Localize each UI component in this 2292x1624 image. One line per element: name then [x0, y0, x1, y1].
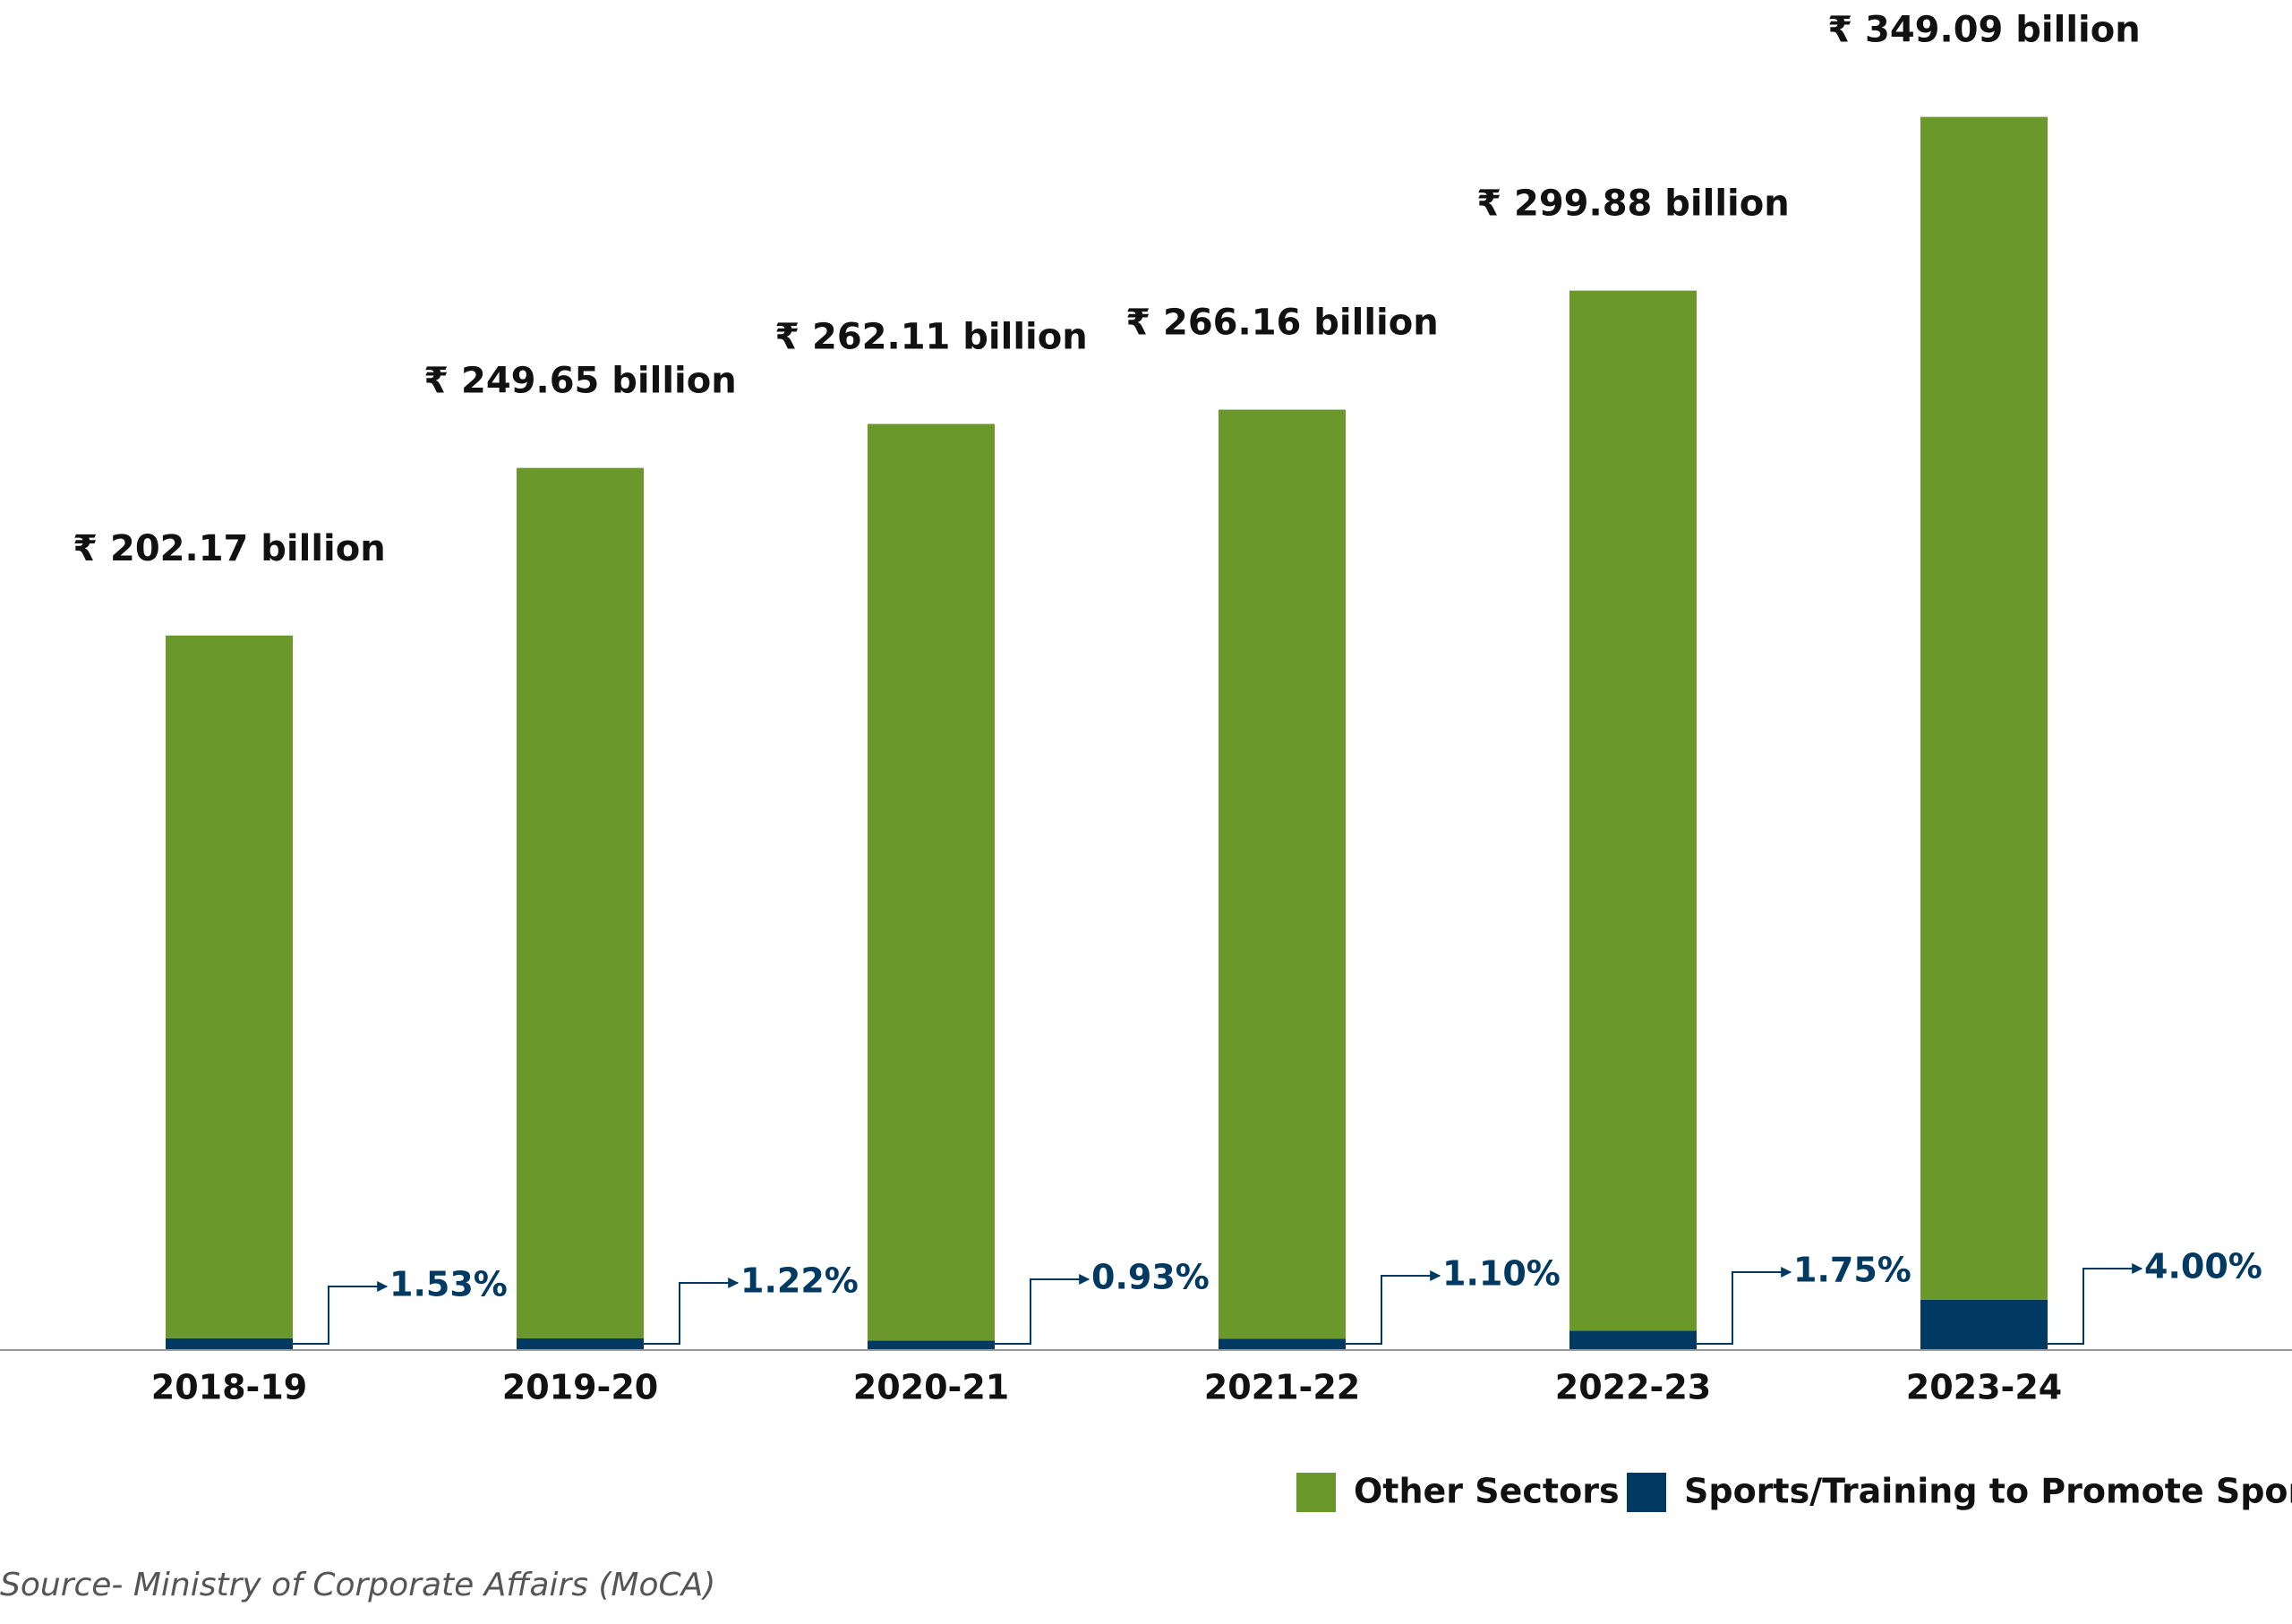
x-tick-label: 2023-24	[1906, 1368, 2062, 1407]
share-connector	[644, 1278, 740, 1345]
bar-segment	[1219, 1338, 1346, 1349]
x-tick-label: 2018-19	[151, 1368, 307, 1407]
share-connector	[1697, 1267, 1792, 1345]
legend-swatch	[1296, 1473, 1336, 1512]
share-label: 0.93%	[1091, 1258, 1210, 1297]
x-tick-label: 2019-20	[502, 1368, 658, 1407]
total-label: ₹ 249.65 billion	[423, 361, 736, 402]
bar-segment	[868, 1340, 995, 1349]
share-label: 1.53%	[389, 1265, 508, 1304]
x-tick-label: 2022-23	[1555, 1368, 1711, 1407]
bar-segment	[868, 423, 995, 1341]
share-label: 1.10%	[1442, 1254, 1561, 1294]
bar-segment	[1920, 116, 2048, 1300]
bar-segment	[1569, 1330, 1697, 1349]
bar-segment	[166, 635, 293, 1338]
bar-segment	[1569, 290, 1697, 1331]
share-label: 1.75%	[1793, 1251, 1911, 1290]
x-tick-label: 2021-22	[1204, 1368, 1360, 1407]
legend-label: Sports/Training to Promote Sports	[1684, 1472, 2292, 1511]
share-connector	[293, 1281, 389, 1345]
share-label: 4.00%	[2144, 1247, 2262, 1286]
bar-segment	[166, 1338, 293, 1349]
bar-segment	[517, 467, 644, 1338]
total-label: ₹ 299.88 billion	[1476, 184, 1789, 225]
legend-label: Other Sectors	[1354, 1472, 1620, 1511]
total-label: ₹ 349.09 billion	[1827, 10, 2140, 51]
total-label: ₹ 202.17 billion	[73, 528, 385, 569]
share-connector	[1346, 1270, 1441, 1345]
bar-segment	[1219, 409, 1346, 1339]
share-connector	[2048, 1263, 2143, 1345]
x-tick-label: 2020-21	[853, 1368, 1009, 1407]
bar-segment	[517, 1338, 644, 1349]
share-connector	[995, 1274, 1090, 1345]
total-label: ₹ 262.11 billion	[774, 317, 1087, 358]
total-label: ₹ 266.16 billion	[1125, 303, 1438, 344]
legend-swatch	[1627, 1473, 1666, 1512]
share-label: 1.22%	[740, 1261, 859, 1301]
bar-segment	[1920, 1299, 2048, 1349]
source: Source- Ministry of Corporate Affairs (M…	[0, 1567, 715, 1603]
